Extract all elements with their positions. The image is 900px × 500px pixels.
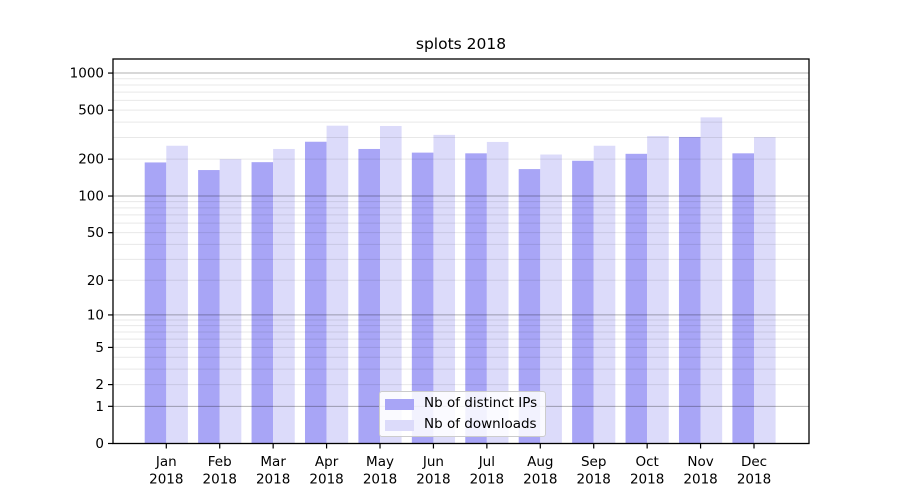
legend: Nb of distinct IPs Nb of downloads [379,391,546,437]
legend-swatch-downloads [385,420,414,431]
x-tick-label-month: Apr [315,454,339,470]
bar-distinct-ips-dec [732,153,754,444]
bar-distinct-ips-aug [518,169,541,444]
x-tick-label-year: 2018 [523,472,557,488]
x-tick-label-year: 2018 [737,472,771,488]
x-tick-label-month: Dec [741,454,767,470]
legend-label-downloads: Nb of downloads [424,416,537,432]
x-tick-label-year: 2018 [470,472,504,488]
bar-downloads-dec [754,137,776,444]
y-tick-label: 500 [78,103,104,119]
bar-downloads-mar [273,148,295,444]
y-tick-label: 10 [87,307,104,323]
x-tick-label-month: Oct [635,454,658,470]
bar-downloads-sep [593,145,616,444]
bar-distinct-ips-jul [465,153,487,444]
x-tick-label-year: 2018 [683,472,717,488]
bar-downloads-feb [219,159,242,444]
bar-distinct-ips-feb [198,170,220,444]
bar-distinct-ips-apr [304,141,327,444]
x-tick-label-month: Jun [422,454,444,470]
bar-distinct-ips-jun [411,152,434,444]
x-tick-label-month: Mar [260,454,286,470]
bar-distinct-ips-nov [678,136,701,444]
bar-downloads-jan [166,145,188,444]
x-tick-label-year: 2018 [309,472,343,488]
x-tick-label-year: 2018 [577,472,611,488]
bar-distinct-ips-jan [144,162,167,444]
x-tick-label-year: 2018 [630,472,664,488]
x-tick-label-month: Jan [155,454,177,470]
x-tick-label-month: Jul [478,454,495,470]
legend-label-distinct-ips: Nb of distinct IPs [424,395,538,411]
x-tick-label-month: Aug [527,454,553,470]
x-tick-label-year: 2018 [363,472,397,488]
x-tick-label-year: 2018 [256,472,290,488]
x-tick-label-month: Nov [687,454,713,470]
x-tick-label-year: 2018 [203,472,237,488]
chart-title: splots 2018 [415,35,507,53]
bar-downloads-jun [433,134,456,444]
bar-distinct-ips-sep [572,160,594,444]
bar-downloads-oct [647,136,669,444]
bar-downloads-jul [486,141,509,444]
y-tick-label: 1000 [70,66,104,82]
y-tick-label: 5 [95,340,104,356]
y-tick-label: 20 [87,273,104,289]
y-tick-label: 1 [95,399,104,415]
x-tick-label-month: Sep [581,454,606,470]
bar-distinct-ips-oct [625,153,648,444]
bar-downloads-may [380,125,402,444]
y-tick-label: 2 [95,377,104,393]
x-tick-label-month: May [366,454,394,470]
bar-downloads-nov [700,117,723,444]
y-tick-label: 200 [78,152,104,168]
x-tick-label-year: 2018 [149,472,183,488]
legend-swatch-distinct-ips [385,399,414,410]
y-tick-label: 50 [87,225,104,241]
y-tick-label: 0 [95,436,104,452]
bar-distinct-ips-mar [251,162,274,444]
bar-distinct-ips-may [358,148,381,444]
y-tick-label: 100 [78,189,104,205]
bar-downloads-aug [540,154,562,444]
x-tick-label-month: Feb [208,454,232,470]
x-tick-label-year: 2018 [416,472,450,488]
bar-downloads-apr [326,125,349,444]
axes-frame [112,58,810,445]
